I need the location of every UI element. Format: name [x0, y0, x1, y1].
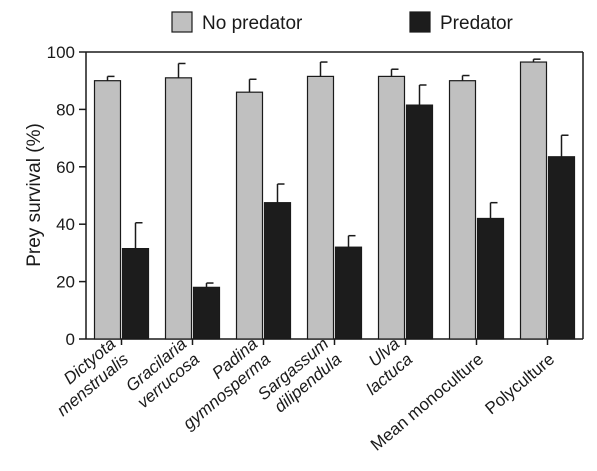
y-tick-label: 60 [56, 158, 75, 177]
legend-swatch-no-predator [171, 11, 193, 33]
y-tick-label: 40 [56, 215, 75, 234]
bar-predator [405, 104, 434, 340]
bar-predator [192, 286, 221, 340]
bar-no-predator [306, 75, 335, 340]
y-tick-label: 100 [47, 43, 75, 62]
y-tick-label: 20 [56, 273, 75, 292]
category-label: Polyculture [481, 350, 558, 419]
y-tick-label: 80 [56, 100, 75, 119]
category-label-line: Polyculture [481, 350, 558, 419]
legend-swatch-predator [409, 11, 431, 33]
bar-no-predator [235, 91, 264, 340]
bar-no-predator [93, 80, 122, 340]
bar-predator [334, 246, 363, 340]
legend: No predator Predator [171, 11, 514, 34]
bar-predator [263, 202, 292, 340]
legend-label-no-predator: No predator [202, 13, 303, 34]
bar-predator [547, 156, 576, 340]
legend-label-predator: Predator [440, 13, 514, 34]
bars [93, 58, 576, 340]
bar-predator [476, 217, 505, 340]
bar-no-predator [164, 77, 193, 340]
bar-no-predator [377, 75, 406, 340]
bar-no-predator [519, 61, 548, 340]
y-tick-label: 0 [66, 330, 75, 349]
bar-predator [121, 247, 150, 340]
y-axis-label: Prey survival (%) [24, 123, 45, 267]
bar-no-predator [448, 80, 477, 340]
